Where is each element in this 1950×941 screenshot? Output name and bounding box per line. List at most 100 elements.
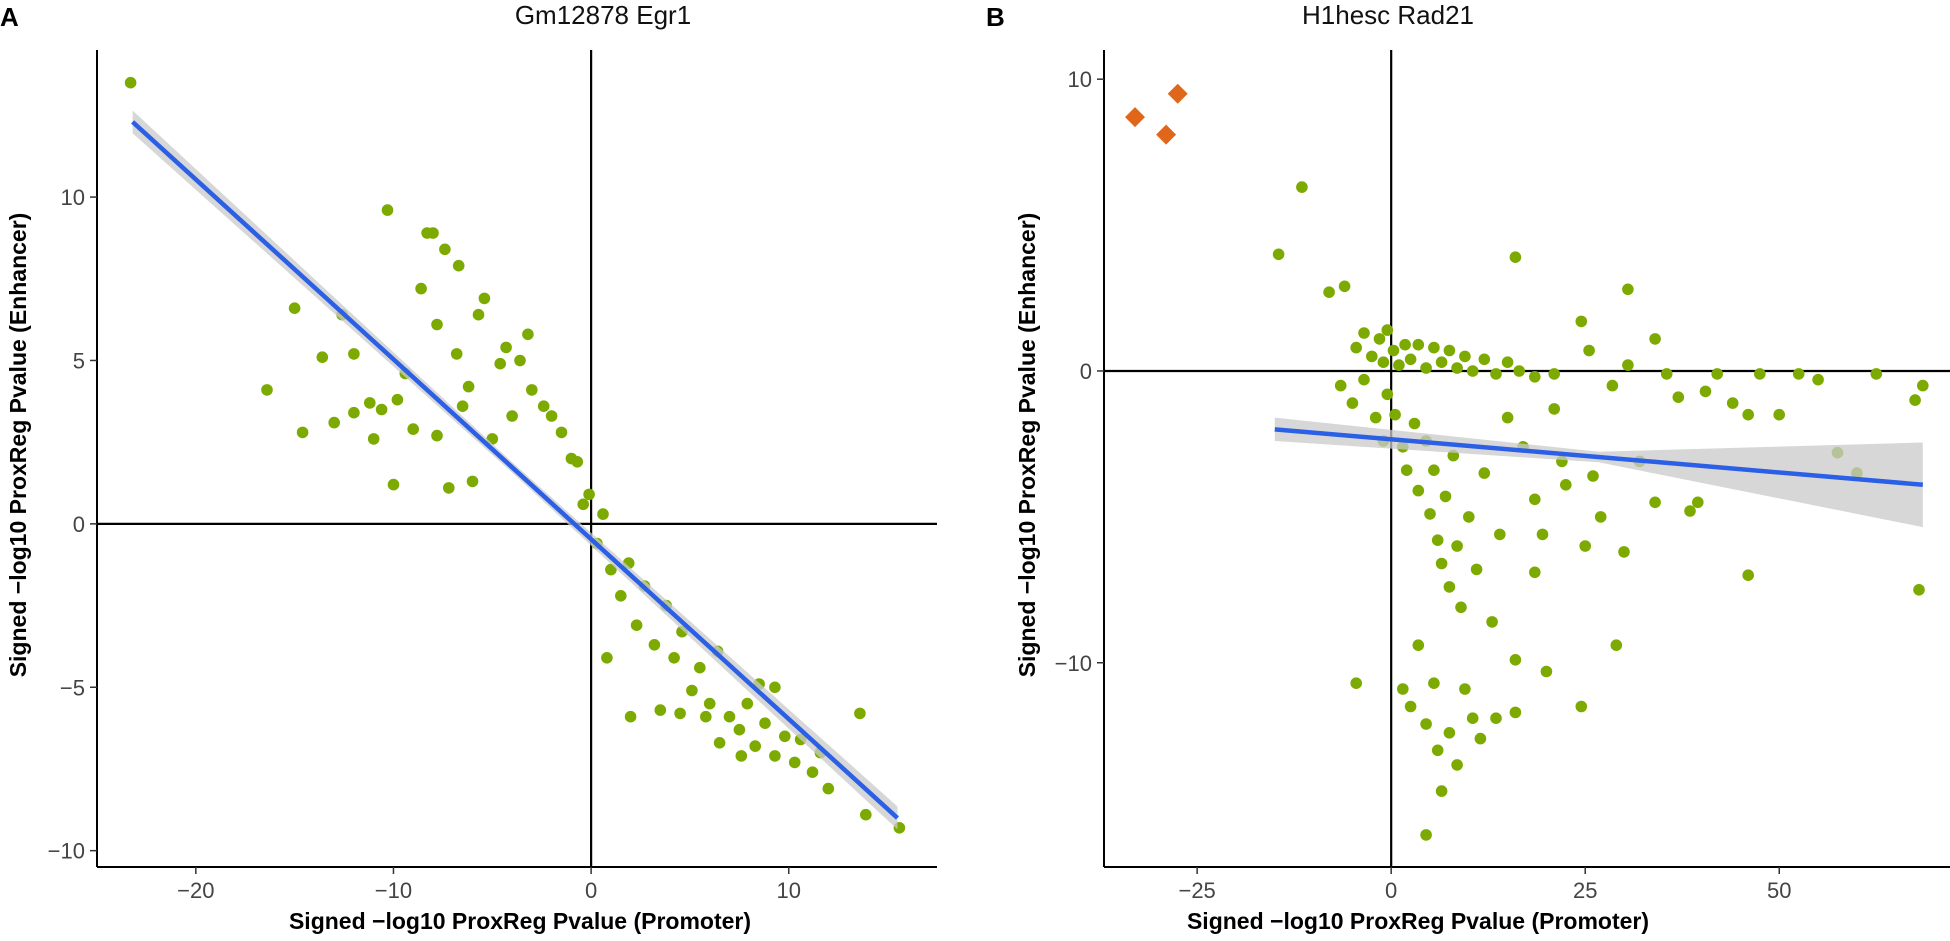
data-point bbox=[1478, 467, 1491, 479]
data-point bbox=[1435, 356, 1448, 369]
panel-a: A Gm12878 Egr1 Signed −log10 ProxReg Pva… bbox=[0, 0, 937, 934]
data-point bbox=[296, 426, 309, 439]
data-point bbox=[1381, 324, 1394, 336]
data-point bbox=[1478, 353, 1491, 366]
x-tick-label: 0 bbox=[1385, 878, 1397, 903]
data-point bbox=[450, 348, 463, 360]
data-point bbox=[555, 426, 568, 439]
data-point bbox=[1509, 706, 1522, 719]
data-point bbox=[1606, 379, 1619, 392]
data-point bbox=[494, 357, 507, 370]
data-point bbox=[1412, 338, 1425, 351]
data-point bbox=[605, 563, 617, 576]
data-point bbox=[648, 639, 661, 651]
data-point bbox=[1560, 479, 1572, 491]
data-point bbox=[415, 282, 427, 295]
y-tick-label: −10 bbox=[48, 839, 85, 864]
panel-letter-b: B bbox=[986, 2, 1005, 32]
data-point bbox=[1509, 251, 1522, 263]
data-point bbox=[1754, 368, 1766, 380]
data-point bbox=[1358, 373, 1370, 386]
data-point bbox=[1272, 248, 1285, 261]
chart-title-b: H1hesc Rad21 bbox=[1302, 0, 1474, 30]
data-point bbox=[674, 707, 686, 720]
data-point bbox=[694, 661, 706, 674]
data-point bbox=[1470, 563, 1483, 576]
data-point bbox=[1443, 344, 1456, 357]
y-axis-label-b: Signed −log10 ProxReg Pvalue (Enhancer) bbox=[1014, 213, 1040, 678]
data-point bbox=[1575, 700, 1588, 713]
data-point bbox=[1909, 394, 1921, 406]
x-axis-label-b: Signed −log10 ProxReg Pvalue (Promoter) bbox=[1187, 908, 1649, 934]
data-point bbox=[545, 410, 558, 422]
data-point bbox=[427, 227, 439, 239]
outlier-point bbox=[1167, 83, 1188, 104]
data-point bbox=[723, 710, 736, 723]
data-point bbox=[1917, 379, 1929, 392]
data-point bbox=[1408, 417, 1421, 430]
data-point bbox=[1428, 677, 1440, 689]
data-point bbox=[1420, 362, 1432, 374]
data-point bbox=[1296, 181, 1308, 193]
data-point bbox=[1494, 528, 1506, 541]
plot-area-b: −25 0 25 50 −10 0 10 bbox=[1055, 50, 1950, 903]
data-point bbox=[1913, 584, 1925, 596]
data-point bbox=[1459, 683, 1471, 695]
data-point bbox=[1338, 280, 1351, 293]
x-tick-label: −10 bbox=[375, 878, 412, 903]
data-point bbox=[1369, 411, 1382, 424]
data-point bbox=[1431, 534, 1444, 546]
data-point bbox=[1399, 338, 1411, 351]
data-point bbox=[1792, 368, 1805, 380]
data-point bbox=[1548, 368, 1560, 380]
data-point bbox=[1649, 333, 1661, 345]
data-point bbox=[1389, 408, 1401, 421]
data-point bbox=[749, 740, 761, 752]
data-point bbox=[686, 684, 698, 697]
data-point bbox=[1501, 411, 1514, 424]
data-point bbox=[733, 723, 746, 736]
x-tick-label: 50 bbox=[1767, 878, 1791, 903]
data-point bbox=[735, 750, 748, 762]
data-point bbox=[452, 259, 465, 272]
data-point bbox=[1490, 712, 1502, 724]
x-tick-label: 25 bbox=[1573, 878, 1597, 903]
data-point bbox=[514, 354, 526, 367]
data-point bbox=[1474, 732, 1487, 745]
outlier-point bbox=[1156, 124, 1177, 145]
data-point bbox=[387, 478, 400, 491]
data-point bbox=[1660, 368, 1673, 380]
data-point bbox=[316, 351, 329, 364]
data-point bbox=[1412, 484, 1425, 497]
data-point bbox=[1575, 315, 1588, 328]
data-point bbox=[624, 710, 637, 723]
data-point bbox=[1366, 350, 1378, 363]
data-point bbox=[1583, 344, 1595, 357]
data-point bbox=[1412, 639, 1425, 651]
data-point bbox=[506, 410, 518, 422]
regression-line bbox=[1274, 427, 1924, 488]
data-point bbox=[1466, 712, 1479, 724]
data-point bbox=[1358, 327, 1370, 339]
data-point bbox=[597, 508, 609, 520]
data-point bbox=[1373, 333, 1386, 345]
data-point bbox=[1350, 677, 1362, 689]
data-point bbox=[1529, 371, 1541, 383]
data-point bbox=[364, 397, 376, 409]
data-point bbox=[439, 243, 451, 256]
y-tick-label: 10 bbox=[1068, 67, 1092, 92]
data-point bbox=[288, 302, 301, 315]
data-point bbox=[1397, 683, 1409, 695]
data-point bbox=[630, 619, 643, 631]
data-point bbox=[466, 475, 479, 488]
data-point bbox=[1509, 654, 1522, 666]
data-point bbox=[654, 704, 667, 716]
y-tick-label: −5 bbox=[60, 675, 85, 700]
y-tick-label: 0 bbox=[1080, 359, 1092, 384]
data-point bbox=[1610, 639, 1623, 651]
data-point bbox=[1404, 353, 1417, 366]
data-point bbox=[1622, 283, 1634, 296]
data-point bbox=[348, 348, 360, 360]
data-point bbox=[462, 380, 475, 393]
